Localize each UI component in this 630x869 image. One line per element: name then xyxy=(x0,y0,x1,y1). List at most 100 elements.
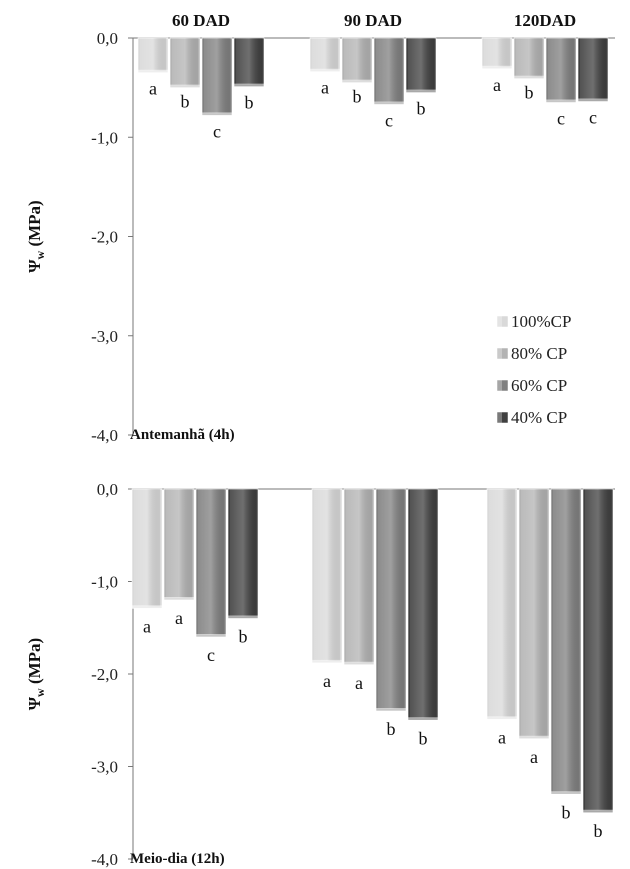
bar-end-cap xyxy=(487,716,517,720)
legend-swatch-highlight xyxy=(497,316,502,327)
bar-highlight xyxy=(314,489,340,661)
bar-highlight xyxy=(408,38,434,91)
y-tick-label: -3,0 xyxy=(91,758,118,777)
y-axis-title: Ψw (MPa) xyxy=(25,638,47,710)
bar-highlight xyxy=(166,489,192,598)
bar-highlight xyxy=(230,489,256,617)
legend-label: 80% CP xyxy=(511,344,567,363)
y-tick-label: -2,0 xyxy=(91,228,118,247)
bar-highlight xyxy=(553,489,579,793)
y-tick-label: 0,0 xyxy=(97,480,118,499)
bar-end-cap xyxy=(376,708,406,711)
significance-letter: a xyxy=(530,747,538,767)
bar-highlight xyxy=(134,489,160,607)
bar-end-cap xyxy=(406,89,436,93)
bar-end-cap xyxy=(310,68,340,72)
bar-end-cap xyxy=(546,99,576,103)
y-tick-label: -4,0 xyxy=(91,426,118,445)
significance-letter: a xyxy=(149,79,157,99)
bar-end-cap xyxy=(374,101,404,105)
bar-end-cap xyxy=(519,735,549,739)
bar-highlight xyxy=(344,38,370,81)
bar-highlight xyxy=(585,489,611,811)
bar-highlight xyxy=(580,38,606,100)
bar-end-cap xyxy=(234,83,264,87)
significance-letter: b xyxy=(525,83,534,103)
bar-highlight xyxy=(140,38,166,71)
bar-highlight xyxy=(489,489,515,718)
significance-letter: c xyxy=(213,121,221,141)
legend-swatch-highlight xyxy=(497,380,502,391)
y-tick-label: -4,0 xyxy=(91,850,118,869)
chart-panel-meio-dia: 0,0 -1,0 -2,0 -3,0 -4,0 Ψw (MPa) a a a a a a c b b b b b M… xyxy=(25,480,615,869)
bar-end-cap xyxy=(482,65,512,69)
bar-highlight xyxy=(198,489,224,635)
significance-letter: b xyxy=(181,92,190,112)
bar-highlight xyxy=(410,489,436,719)
y-tick-label: -3,0 xyxy=(91,327,118,346)
category-label: 120DAD xyxy=(514,11,576,30)
category-label: 90 DAD xyxy=(344,11,402,30)
bar-highlight xyxy=(346,489,372,663)
significance-letter: a xyxy=(355,673,363,693)
chart-panel-antemanha: 0,0 -1,0 -2,0 -3,0 -4,0 Ψw (MPa) 60 DAD 90 DAD 1… xyxy=(25,11,615,445)
bar-end-cap xyxy=(132,605,162,609)
y-axis-title: Ψw (MPa) xyxy=(25,200,47,272)
bar-highlight xyxy=(521,489,547,737)
bar-highlight xyxy=(172,38,198,86)
significance-letter: b xyxy=(353,87,362,107)
significance-letter: a xyxy=(323,671,331,691)
bar-end-cap xyxy=(583,809,613,813)
y-tick-label: -1,0 xyxy=(91,128,118,147)
bar-highlight xyxy=(484,38,510,67)
bar-highlight xyxy=(312,38,338,70)
significance-letter: a xyxy=(143,616,151,636)
legend: 100%CP 80% CP 60% CP 40% CP xyxy=(496,312,571,427)
bar-highlight xyxy=(378,489,404,709)
legend-swatch-highlight xyxy=(497,348,502,359)
bar-highlight xyxy=(236,38,262,85)
legend-swatch xyxy=(496,315,509,328)
bar-end-cap xyxy=(312,659,342,663)
bar-highlight xyxy=(376,38,402,103)
y-tick-label: 0,0 xyxy=(97,29,118,48)
y-tick-label: -1,0 xyxy=(91,573,118,592)
legend-swatch xyxy=(496,411,509,424)
legend-label: 40% CP xyxy=(511,408,567,427)
bar-end-cap xyxy=(408,717,438,721)
significance-letter: c xyxy=(589,108,597,128)
panel-label: Antemanhã (4h) xyxy=(130,427,235,443)
significance-letter: b xyxy=(419,728,428,748)
bar-end-cap xyxy=(578,98,608,102)
bar-end-cap xyxy=(342,79,372,83)
bar-end-cap xyxy=(551,791,581,795)
bar-end-cap xyxy=(228,615,258,619)
bar-end-cap xyxy=(196,634,226,637)
significance-letter: a xyxy=(493,75,501,95)
legend-label: 60% CP xyxy=(511,376,567,395)
significance-letter: c xyxy=(207,645,215,665)
legend-swatch-highlight xyxy=(497,412,502,423)
significance-letter: b xyxy=(387,719,396,739)
y-tick-label: -2,0 xyxy=(91,665,118,684)
significance-letter: b xyxy=(562,802,571,822)
bar-end-cap xyxy=(202,112,232,116)
category-label: 60 DAD xyxy=(172,11,230,30)
bar-end-cap xyxy=(170,84,200,88)
significance-letter: a xyxy=(175,608,183,628)
legend-swatch xyxy=(496,379,509,392)
bar-highlight xyxy=(204,38,230,114)
significance-letter: c xyxy=(385,110,393,130)
legend-swatch xyxy=(496,347,509,360)
significance-letter: a xyxy=(321,78,329,98)
bar-highlight xyxy=(548,38,574,101)
significance-letter: b xyxy=(245,93,254,113)
panel-label: Meio-dia (12h) xyxy=(130,851,225,867)
significance-letter: b xyxy=(239,627,248,647)
bar-highlight xyxy=(516,38,542,77)
bar-end-cap xyxy=(164,597,194,600)
legend-label: 100%CP xyxy=(511,312,571,331)
bar-end-cap xyxy=(138,69,168,73)
bar-end-cap xyxy=(514,75,544,79)
